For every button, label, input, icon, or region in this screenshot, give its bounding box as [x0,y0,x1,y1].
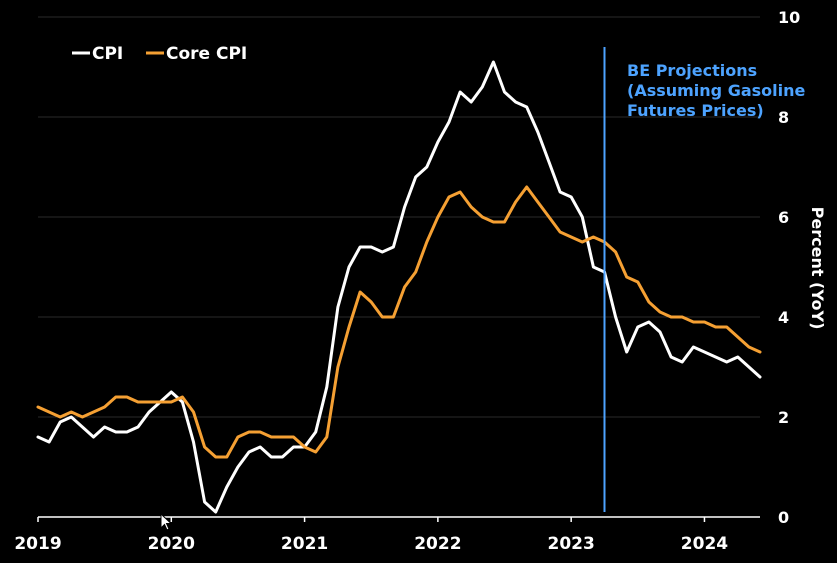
y-tick-label: 4 [778,308,789,327]
y-tick-label: 8 [778,108,789,127]
x-tick-label: 2023 [548,534,595,554]
y-tick-label: 10 [778,8,800,27]
x-tick-label: 2024 [681,534,728,554]
mouse-pointer-icon [160,513,172,531]
projection-annotation: BE Projections (Assuming Gasoline Future… [627,61,806,120]
y-tick-label: 0 [778,508,789,527]
x-tick-label: 2019 [14,534,61,554]
series-line-cpi [36,60,762,514]
legend: CPI Core CPI [72,44,247,64]
x-axis-ticks: 2019 2020 2021 2022 2023 2024 [14,517,728,554]
y-axis-ticks: 0 2 4 6 8 10 [778,8,800,527]
x-tick-label: 2021 [281,534,328,554]
x-tick-label: 2022 [414,534,461,554]
legend-label-cpi: CPI [92,44,123,64]
gridlines [38,16,760,418]
y-tick-label: 2 [778,408,789,427]
x-tick-label: 2020 [148,534,195,554]
y-axis-label: Percent (YoY) [808,207,827,330]
annotation-line-3: Futures Prices) [627,101,764,120]
series-line-core-cpi [36,185,762,459]
annotation-line-2: (Assuming Gasoline [627,81,806,100]
series-group [36,60,762,514]
legend-label-core-cpi: Core CPI [166,44,247,64]
y-tick-label: 6 [778,208,789,227]
annotation-line-1: BE Projections [627,61,757,80]
